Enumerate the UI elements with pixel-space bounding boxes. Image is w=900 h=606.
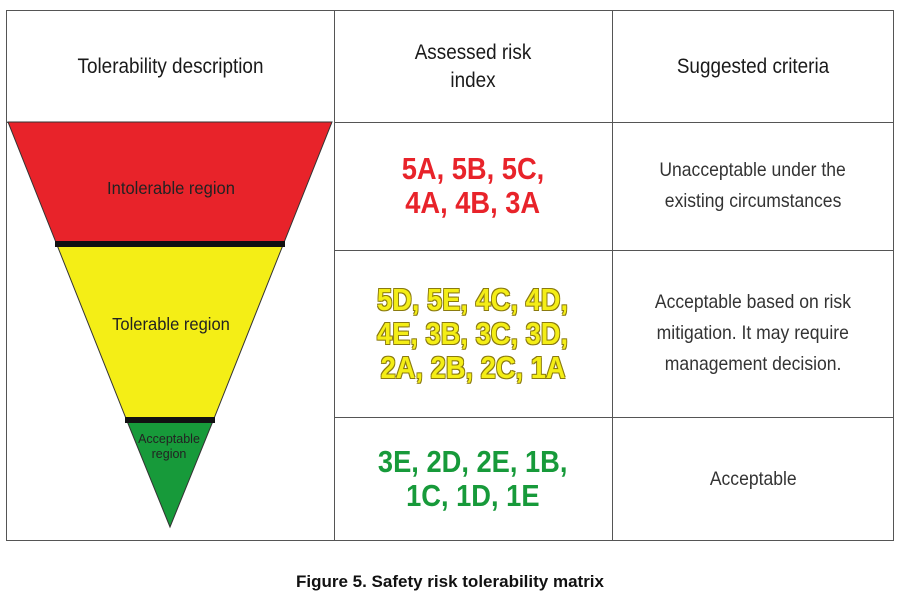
criteria-line: Acceptable bbox=[709, 467, 797, 490]
risk-index-line: 5A, 5B, 5C, bbox=[401, 151, 545, 186]
header-tolerability-text: Tolerability description bbox=[77, 54, 264, 78]
tolerability-matrix-table bbox=[6, 10, 894, 541]
risk-index-line: 1C, 1D, 1E bbox=[406, 478, 540, 513]
acceptable-region-label-line2: region bbox=[152, 447, 187, 461]
criteria-line: mitigation. It may require bbox=[656, 322, 850, 344]
risk-index-cell-intolerable: 5A, 5B, 5C, 4A, 4B, 3A bbox=[334, 122, 612, 250]
criteria-line: Unacceptable under the bbox=[659, 159, 847, 181]
criteria-cell-acceptable: Acceptable bbox=[612, 417, 894, 541]
criteria-line: management decision. bbox=[664, 353, 842, 375]
tolerability-triangle: Intolerable region Tolerable region Acce… bbox=[7, 121, 333, 529]
criteria-line: Acceptable based on risk bbox=[654, 291, 852, 313]
row-divider bbox=[334, 417, 894, 418]
risk-index-line: 4E, 3B, 3C, 3D, bbox=[377, 315, 569, 351]
tolerable-region-label: Tolerable region bbox=[112, 313, 230, 334]
risk-index-line: 2A, 2B, 2C, 1A bbox=[380, 349, 566, 385]
risk-index-line: 3E, 2D, 2E, 1B, bbox=[378, 444, 568, 479]
criteria-line: existing circumstances bbox=[664, 190, 842, 212]
risk-index-cell-acceptable: 3E, 2D, 2E, 1B, 1C, 1D, 1E bbox=[334, 417, 612, 541]
row-divider bbox=[334, 250, 894, 251]
header-tolerability-description: Tolerability description bbox=[23, 11, 317, 122]
header-suggested-criteria: Suggested criteria bbox=[626, 11, 880, 122]
region-divider-bar bbox=[55, 241, 285, 247]
column-divider bbox=[334, 11, 335, 540]
column-divider bbox=[612, 11, 613, 540]
figure-caption: Figure 5. Safety risk tolerability matri… bbox=[295, 572, 604, 591]
acceptable-region-label-line1: Acceptable bbox=[138, 432, 200, 446]
row-divider bbox=[334, 122, 894, 123]
risk-index-line: 5D, 5E, 4C, 4D, bbox=[377, 281, 569, 317]
risk-index-line: 4A, 4B, 3A bbox=[405, 185, 541, 220]
criteria-cell-tolerable: Acceptable based on risk mitigation. It … bbox=[612, 250, 894, 417]
intolerable-region-label: Intolerable region bbox=[107, 177, 235, 198]
risk-index-cell-tolerable: 5D, 5E, 4C, 4D, 4E, 3B, 3C, 3D, 2A, 2B, … bbox=[334, 250, 612, 417]
header-risk-index-line2: index bbox=[450, 68, 496, 92]
header-risk-index-line1: Assessed risk bbox=[414, 40, 532, 64]
region-divider-bar bbox=[125, 417, 215, 423]
criteria-cell-intolerable: Unacceptable under the existing circumst… bbox=[612, 122, 894, 250]
header-criteria-text: Suggested criteria bbox=[676, 54, 830, 78]
header-assessed-risk-index: Assessed risk index bbox=[348, 11, 598, 122]
